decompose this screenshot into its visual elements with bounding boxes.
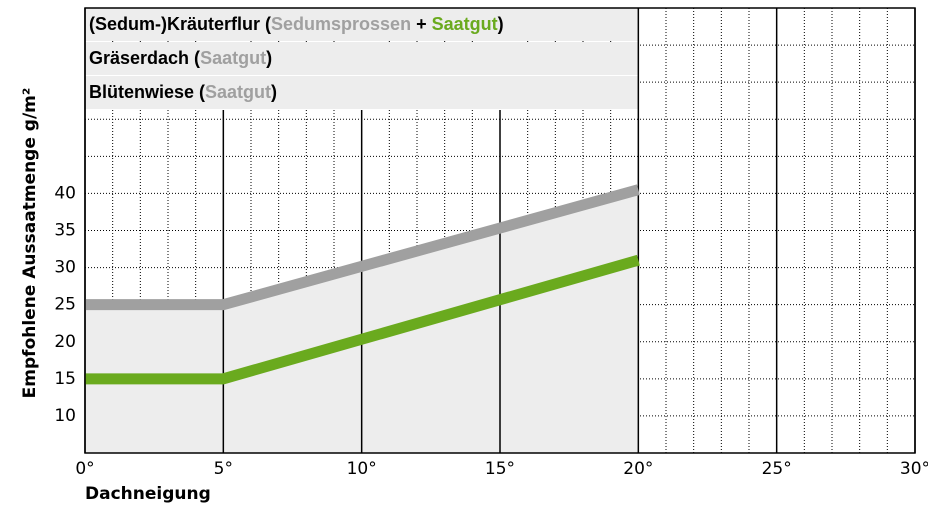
legend-text: Blütenwiese ( <box>89 82 205 102</box>
y-tick-label: 30 <box>54 258 76 278</box>
y-tick-label: 20 <box>54 332 76 352</box>
y-tick-label: 35 <box>54 221 76 241</box>
legend-entry: (Sedum-)Kräuterflur (Sedumsprossen + Saa… <box>89 14 504 34</box>
plot-frame <box>84 7 916 454</box>
x-tick-label: 25° <box>762 459 792 479</box>
series-line <box>85 184 640 311</box>
x-tick-label: 20° <box>623 459 653 479</box>
legend-row <box>85 76 639 109</box>
x-tick-label: 30° <box>900 459 928 479</box>
legend-text: Saatgut <box>432 14 498 34</box>
x-axis-label: Dachneigung <box>85 484 211 504</box>
legend-text: Sedumsprossen <box>271 14 411 34</box>
x-tick-label: 15° <box>485 459 515 479</box>
x-tick-label: 5° <box>214 459 233 479</box>
legend-entry: Gräserdach (Saatgut) <box>89 48 272 68</box>
legend-row <box>85 8 639 41</box>
legend-text: Saatgut <box>200 48 266 68</box>
legend-entry: Blütenwiese (Saatgut) <box>89 82 277 102</box>
y-tick-label: 10 <box>54 406 76 426</box>
x-tick-label: 0° <box>75 459 94 479</box>
legend-text: Gräserdach ( <box>89 48 200 68</box>
legend-text: ) <box>266 48 272 68</box>
x-tick-label: 10° <box>347 459 377 479</box>
y-axis-label: Empfohlene Aussaatmenge g/m² <box>20 88 40 399</box>
y-tick-label: 15 <box>54 369 76 389</box>
legend-text: Saatgut <box>205 82 271 102</box>
legend-text: ) <box>271 82 277 102</box>
legend-text: ) <box>498 14 504 34</box>
legend-text: + <box>411 14 432 34</box>
legend-row <box>85 42 639 75</box>
y-tick-label: 40 <box>54 183 76 203</box>
legend-text: (Sedum-)Kräuterflur ( <box>89 14 271 34</box>
y-tick-label: 25 <box>54 295 76 315</box>
series-line <box>85 254 640 385</box>
